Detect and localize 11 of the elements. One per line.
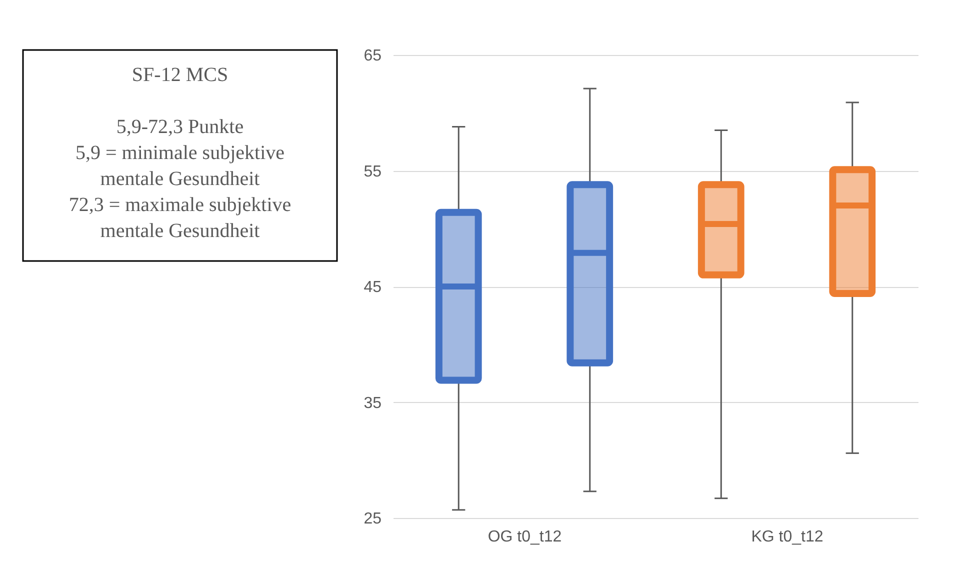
y-tick-label: 45 [364, 279, 382, 296]
y-tick-label: 65 [364, 48, 382, 64]
x-tick-label: KG t0_t12 [751, 528, 824, 546]
y-tick-label: 55 [364, 163, 382, 180]
y-tick-label: 25 [364, 510, 382, 528]
x-tick-label: OG t0_t12 [488, 528, 562, 546]
text: 72,3 = maximale subjektive mentale Gesundheit [68, 194, 292, 242]
y-tick-label: 35 [364, 394, 382, 412]
text: 5,9 = minimale subjektive mentale Gesundheit [75, 142, 285, 190]
text: SF-12 MCS [132, 64, 228, 86]
text: 5,9-72,3 Punkte [116, 116, 244, 138]
